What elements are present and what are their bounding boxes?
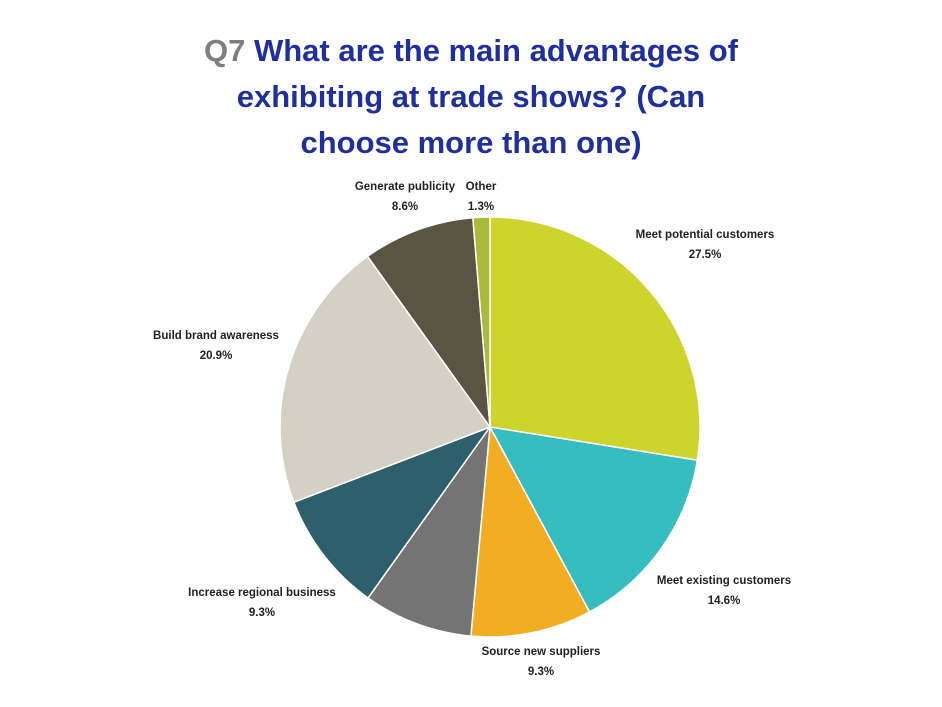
- chart-title: Q7 What are the main advantages of exhib…: [0, 28, 942, 166]
- pie-slice-meet-existing-customers: [489, 426, 699, 613]
- pie-labels: Meet potential customers 27.5% Meet existi…: [153, 181, 791, 678]
- pie-slice-generate-publicity: [366, 216, 491, 428]
- slice-value-other: 1.3%: [468, 201, 494, 213]
- slice-value-increase-regional-business: 9.3%: [249, 607, 275, 619]
- slice-label-meet-potential-customers: Meet potential customers: [636, 229, 775, 241]
- slice-value-build-brand-awareness: 20.9%: [200, 350, 233, 362]
- pie-slice-other: [472, 216, 491, 428]
- title-line-1: What are the main advantages of: [253, 33, 739, 68]
- pie-slice-meet-potential-customers: [489, 216, 701, 461]
- pie-slices: [279, 216, 701, 638]
- pie-slice-slice-3: [367, 426, 491, 637]
- slice-value-meet-existing-customers: 14.6%: [708, 595, 741, 607]
- question-number: Q7: [203, 33, 246, 68]
- pie-slice-source-new-suppliers: [470, 426, 591, 638]
- title-line-3: choose more than one): [300, 125, 642, 160]
- slice-label-meet-existing-customers: Meet existing customers: [657, 575, 791, 587]
- slice-label-generate-publicity: Generate publicity: [355, 181, 456, 193]
- slice-value-meet-potential-customers: 27.5%: [689, 249, 722, 261]
- slice-label-build-brand-awareness: Build brand awareness: [153, 330, 279, 342]
- pie-slice-build-brand-awareness: [279, 255, 491, 503]
- slice-value-source-new-suppliers: 9.3%: [528, 666, 554, 678]
- pie-slice-increase-regional-business: [293, 426, 491, 599]
- slice-value-generate-publicity: 8.6%: [392, 201, 418, 213]
- slice-label-source-new-suppliers: Source new suppliers: [482, 646, 601, 658]
- slice-label-increase-regional-business: Increase regional business: [188, 587, 336, 599]
- slice-label-other: Other: [466, 181, 497, 193]
- title-line-2: exhibiting at trade shows? (Can: [236, 79, 706, 114]
